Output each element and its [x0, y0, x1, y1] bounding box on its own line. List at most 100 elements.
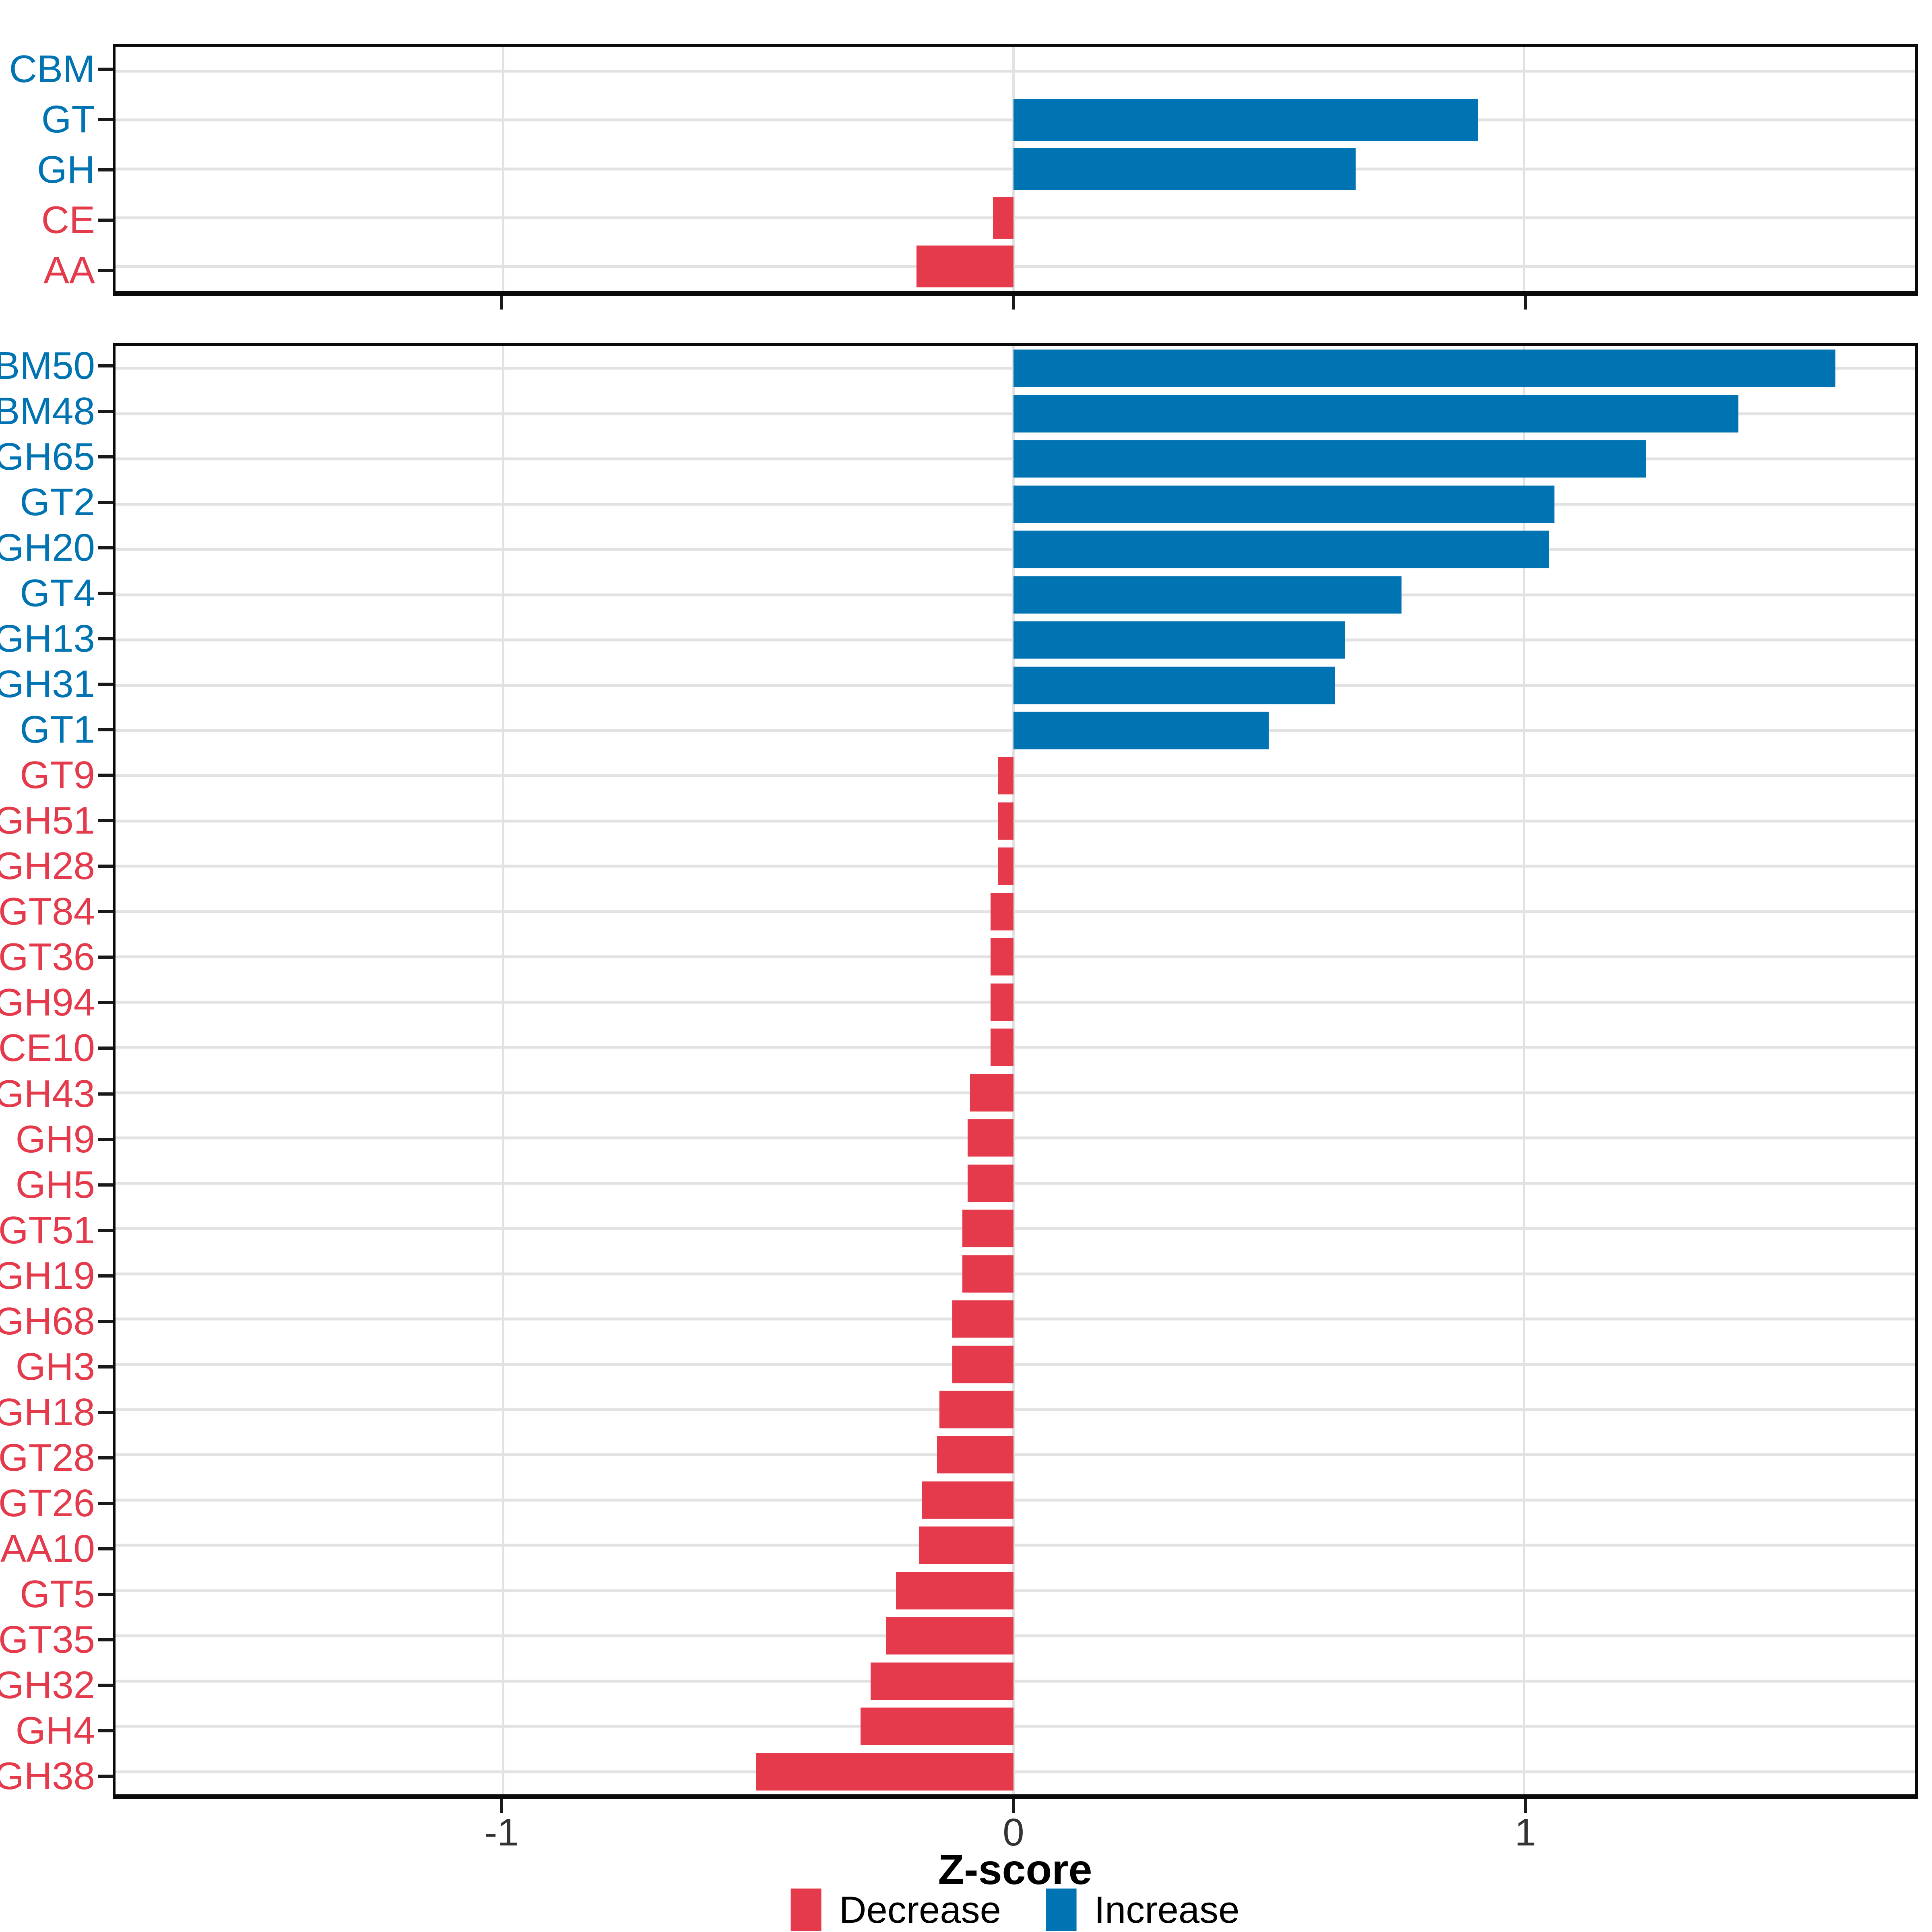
- y-label-GH13: GH13: [0, 617, 95, 660]
- y-gridline: [116, 1136, 1915, 1139]
- x-gridline: [1012, 346, 1015, 1794]
- y-gridline: [116, 865, 1915, 868]
- y-gridline: [116, 1408, 1915, 1411]
- bar-CE10: [990, 1028, 1013, 1066]
- bar-GT28: [937, 1436, 1013, 1474]
- y-tick: [98, 1092, 113, 1096]
- y-label-CBM: CBM: [9, 47, 95, 91]
- y-label-GT51: GT51: [0, 1208, 95, 1252]
- x-tick-label: 1: [1515, 1811, 1536, 1854]
- y-label-GH: GH: [37, 148, 95, 191]
- y-gridline: [116, 1046, 1915, 1049]
- x-tick: [500, 1799, 503, 1813]
- y-tick: [98, 1137, 113, 1141]
- bar-GT84: [990, 893, 1013, 931]
- y-gridline: [116, 1001, 1915, 1004]
- y-gridline: [116, 1182, 1915, 1185]
- y-tick: [98, 819, 113, 823]
- x-tick: [1012, 1799, 1015, 1813]
- y-gridline: [116, 1453, 1915, 1456]
- y-label-CE: CE: [41, 198, 95, 242]
- legend-label-decrease: Decrease: [839, 1889, 1001, 1931]
- bar-GT36: [990, 938, 1013, 976]
- y-label-GH20: GH20: [0, 526, 95, 569]
- legend-item-increase: Increase: [1046, 1889, 1240, 1931]
- y-tick: [98, 1365, 113, 1368]
- bar-GH3: [952, 1346, 1013, 1383]
- y-gridline: [116, 1544, 1915, 1547]
- x-tick: [1012, 296, 1015, 310]
- y-label-AA10: AA10: [0, 1527, 95, 1571]
- y-gridline: [116, 265, 1915, 268]
- x-tick: [1524, 1799, 1527, 1813]
- y-tick: [98, 637, 113, 640]
- bar-GT51: [962, 1210, 1013, 1247]
- y-tick: [98, 67, 113, 71]
- y-label-GH32: GH32: [0, 1664, 95, 1707]
- y-tick: [98, 1001, 113, 1005]
- y-tick: [98, 591, 113, 595]
- y-label-GH51: GH51: [0, 799, 95, 842]
- bar-GT: [1013, 99, 1478, 141]
- bar-GH19: [962, 1255, 1013, 1293]
- y-label-GT26: GT26: [0, 1482, 95, 1525]
- y-label-GH94: GH94: [0, 981, 95, 1024]
- y-label-GT4: GT4: [20, 571, 95, 615]
- y-tick: [98, 1775, 113, 1778]
- y-label-GT36: GT36: [0, 935, 95, 979]
- y-tick: [98, 956, 113, 959]
- bar-GT9: [998, 757, 1013, 795]
- y-label-AA: AA: [43, 249, 95, 292]
- bar-GT1: [1013, 712, 1269, 749]
- y-gridline: [116, 819, 1915, 823]
- bar-GH18: [939, 1391, 1013, 1428]
- class-panel-plot-area: [116, 47, 1915, 291]
- y-label-GH65: GH65: [0, 435, 95, 478]
- y-tick: [98, 1456, 113, 1460]
- y-tick: [98, 546, 113, 549]
- bar-GH94: [990, 983, 1013, 1021]
- x-gridline: [502, 346, 504, 1794]
- y-tick: [98, 1684, 113, 1687]
- y-gridline: [116, 1634, 1915, 1637]
- y-label-CE10: CE10: [0, 1026, 95, 1070]
- x-tick-label: -1: [484, 1811, 519, 1854]
- cazyme-family-panel: [113, 343, 1918, 1799]
- bar-GT35: [886, 1617, 1013, 1655]
- bar-GH5: [967, 1164, 1013, 1202]
- y-label-CBM48: CBM48: [0, 389, 95, 433]
- y-tick: [98, 500, 113, 504]
- bar-CE: [993, 196, 1013, 239]
- x-axis-title: Z-score: [938, 1846, 1092, 1893]
- y-tick: [98, 1502, 113, 1505]
- y-gridline: [116, 1589, 1915, 1592]
- y-tick: [98, 409, 113, 413]
- y-label-GT2: GT2: [20, 480, 95, 524]
- y-gridline: [116, 70, 1915, 73]
- y-label-GH19: GH19: [0, 1254, 95, 1297]
- bar-GH65: [1013, 440, 1647, 478]
- y-gridline: [116, 1680, 1915, 1683]
- y-gridline: [116, 1317, 1915, 1321]
- bar-GH: [1013, 148, 1356, 190]
- y-label-GT9: GT9: [20, 753, 95, 797]
- legend-label-increase: Increase: [1094, 1889, 1240, 1931]
- y-tick: [98, 1319, 113, 1323]
- y-tick: [98, 1593, 113, 1596]
- y-label-GT35: GT35: [0, 1618, 95, 1662]
- bar-GH28: [998, 847, 1013, 885]
- x-tick: [1524, 296, 1527, 310]
- y-gridline: [116, 1770, 1915, 1773]
- y-label-GH3: GH3: [15, 1345, 95, 1388]
- y-label-GH38: GH38: [0, 1754, 95, 1798]
- bar-GH4: [860, 1707, 1013, 1745]
- y-tick: [98, 168, 113, 171]
- bar-GT2: [1013, 485, 1555, 523]
- y-tick: [98, 865, 113, 868]
- bar-CBM48: [1013, 395, 1738, 433]
- y-gridline: [116, 955, 1915, 958]
- bar-AA10: [919, 1526, 1013, 1564]
- y-tick: [98, 910, 113, 914]
- y-tick: [98, 1183, 113, 1187]
